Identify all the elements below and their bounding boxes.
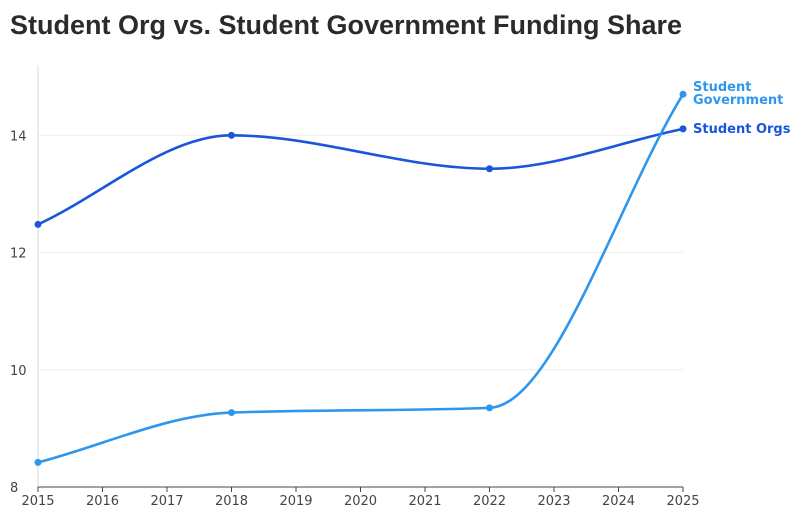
y-tick-label: 10 [10,364,27,379]
data-point-student-government [679,90,687,98]
data-point-student-orgs [679,125,687,133]
data-point-student-government [486,404,493,412]
series-line-student-orgs [36,127,685,226]
series-line-student-government [36,93,685,464]
y-axis-ticks: 8 10 12 14 [10,129,27,496]
chart-title: Student Org vs. Student Government Fundi… [10,10,683,40]
series-end-labels: Student Orgs Student Government [693,80,791,137]
x-tick-label: 2025 [666,494,699,509]
data-point-student-government [34,458,42,466]
x-tick-label: 2022 [473,494,506,509]
x-tick-label: 2019 [279,494,312,509]
y-tick-label: 12 [10,247,27,262]
x-tick-label: 2020 [344,494,377,509]
x-tick-label: 2024 [602,494,635,509]
x-axis-ticks: 2015 2016 2017 2018 2019 2020 2021 2022 2023 2024… [21,487,700,509]
data-point-student-orgs [486,165,493,173]
x-tick-label: 2017 [150,494,183,509]
x-tick-label: 2016 [86,494,119,509]
x-tick-label: 2021 [408,494,441,509]
series-label-student-orgs: Student Orgs [693,122,791,137]
data-point-student-government [228,409,235,417]
x-tick-label: 2023 [537,494,570,509]
data-point-student-orgs [34,220,42,228]
y-tick-label: 14 [10,129,27,144]
series-label-student-government: Student Government [693,80,783,108]
x-tick-label: 2018 [215,494,248,509]
gridlines [38,134,683,371]
y-tick-label: 8 [10,481,18,496]
x-tick-label: 2015 [21,494,54,509]
data-point-student-orgs [228,131,235,139]
series-layer [34,90,687,466]
